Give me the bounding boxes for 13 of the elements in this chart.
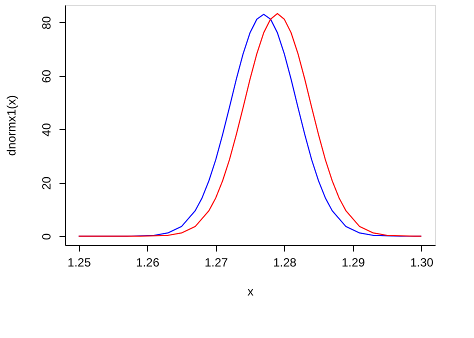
y-tick-label: 80 xyxy=(40,16,54,30)
x-tick-label: 1.29 xyxy=(342,256,366,270)
x-tick-label: 1.28 xyxy=(273,256,297,270)
x-tick-label: 1.25 xyxy=(68,256,92,270)
x-axis-title: x xyxy=(248,284,254,298)
x-tick-label: 1.27 xyxy=(204,256,228,270)
x-tick-label: 1.26 xyxy=(136,256,160,270)
y-tick-label: 0 xyxy=(40,233,54,240)
y-tick-label: 20 xyxy=(40,176,54,190)
x-tick-label: 1.30 xyxy=(410,256,434,270)
y-tick-label: 40 xyxy=(40,122,54,136)
y-tick-label: 60 xyxy=(40,69,54,84)
y-axis-title: dnormx1(x) xyxy=(4,95,18,156)
